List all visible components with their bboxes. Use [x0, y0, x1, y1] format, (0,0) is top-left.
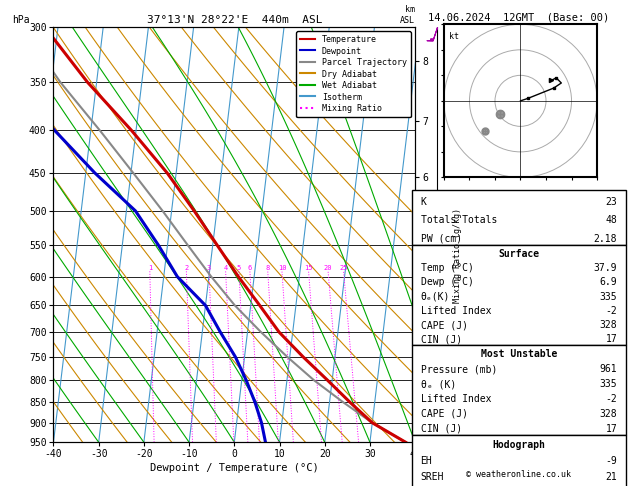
Text: 10: 10 — [277, 264, 286, 271]
Text: θₑ(K): θₑ(K) — [421, 292, 450, 302]
Text: 6: 6 — [248, 264, 252, 271]
Text: kt: kt — [449, 32, 459, 41]
Title: 37°13'N 28°22'E  440m  ASL: 37°13'N 28°22'E 440m ASL — [147, 15, 322, 25]
Text: Pressure (mb): Pressure (mb) — [421, 364, 497, 374]
FancyBboxPatch shape — [412, 245, 626, 345]
Text: km
ASL: km ASL — [400, 5, 415, 25]
Text: SREH: SREH — [421, 472, 444, 482]
Text: 4: 4 — [223, 264, 228, 271]
Text: 17: 17 — [606, 334, 617, 345]
Text: 25: 25 — [339, 264, 348, 271]
Text: 5: 5 — [237, 264, 241, 271]
Text: 17: 17 — [606, 424, 617, 434]
X-axis label: Dewpoint / Temperature (°C): Dewpoint / Temperature (°C) — [150, 463, 319, 473]
Text: Dewp (°C): Dewp (°C) — [421, 278, 474, 287]
Text: Lifted Index: Lifted Index — [421, 306, 491, 316]
Text: 37.9: 37.9 — [594, 263, 617, 273]
Text: 3: 3 — [207, 264, 211, 271]
FancyBboxPatch shape — [412, 190, 626, 245]
Text: Mixing Ratio (g/kg): Mixing Ratio (g/kg) — [453, 208, 462, 303]
Text: Totals Totals: Totals Totals — [421, 215, 497, 226]
Text: Most Unstable: Most Unstable — [481, 349, 557, 359]
Text: 961: 961 — [599, 364, 617, 374]
Text: θₑ (K): θₑ (K) — [421, 379, 456, 389]
Text: EH: EH — [421, 456, 432, 466]
Text: CIN (J): CIN (J) — [421, 424, 462, 434]
Text: 6.9: 6.9 — [599, 278, 617, 287]
Text: 335: 335 — [599, 292, 617, 302]
Text: 2.18: 2.18 — [594, 234, 617, 244]
Text: Surface: Surface — [498, 249, 540, 259]
Text: 23: 23 — [606, 197, 617, 207]
Text: PW (cm): PW (cm) — [421, 234, 462, 244]
Text: 21: 21 — [606, 472, 617, 482]
Legend: Temperature, Dewpoint, Parcel Trajectory, Dry Adiabat, Wet Adiabat, Isotherm, Mi: Temperature, Dewpoint, Parcel Trajectory… — [296, 31, 411, 117]
Text: hPa: hPa — [12, 15, 30, 25]
Text: 15: 15 — [304, 264, 313, 271]
Text: CIN (J): CIN (J) — [421, 334, 462, 345]
Text: 48: 48 — [606, 215, 617, 226]
Text: 335: 335 — [599, 379, 617, 389]
Text: 8: 8 — [265, 264, 270, 271]
Text: K: K — [421, 197, 426, 207]
Text: -2: -2 — [606, 306, 617, 316]
Text: CAPE (J): CAPE (J) — [421, 320, 467, 330]
Text: -2: -2 — [606, 394, 617, 404]
Text: 328: 328 — [599, 409, 617, 419]
Text: Temp (°C): Temp (°C) — [421, 263, 474, 273]
Text: 1: 1 — [148, 264, 152, 271]
Text: © weatheronline.co.uk: © weatheronline.co.uk — [467, 469, 571, 479]
Text: 20: 20 — [324, 264, 332, 271]
Text: 328: 328 — [599, 320, 617, 330]
Text: Hodograph: Hodograph — [493, 440, 545, 450]
Text: 14.06.2024  12GMT  (Base: 00): 14.06.2024 12GMT (Base: 00) — [428, 12, 610, 22]
Text: Lifted Index: Lifted Index — [421, 394, 491, 404]
Text: CAPE (J): CAPE (J) — [421, 409, 467, 419]
Text: 2: 2 — [184, 264, 189, 271]
FancyBboxPatch shape — [412, 435, 626, 486]
Text: -9: -9 — [606, 456, 617, 466]
FancyBboxPatch shape — [412, 345, 626, 435]
